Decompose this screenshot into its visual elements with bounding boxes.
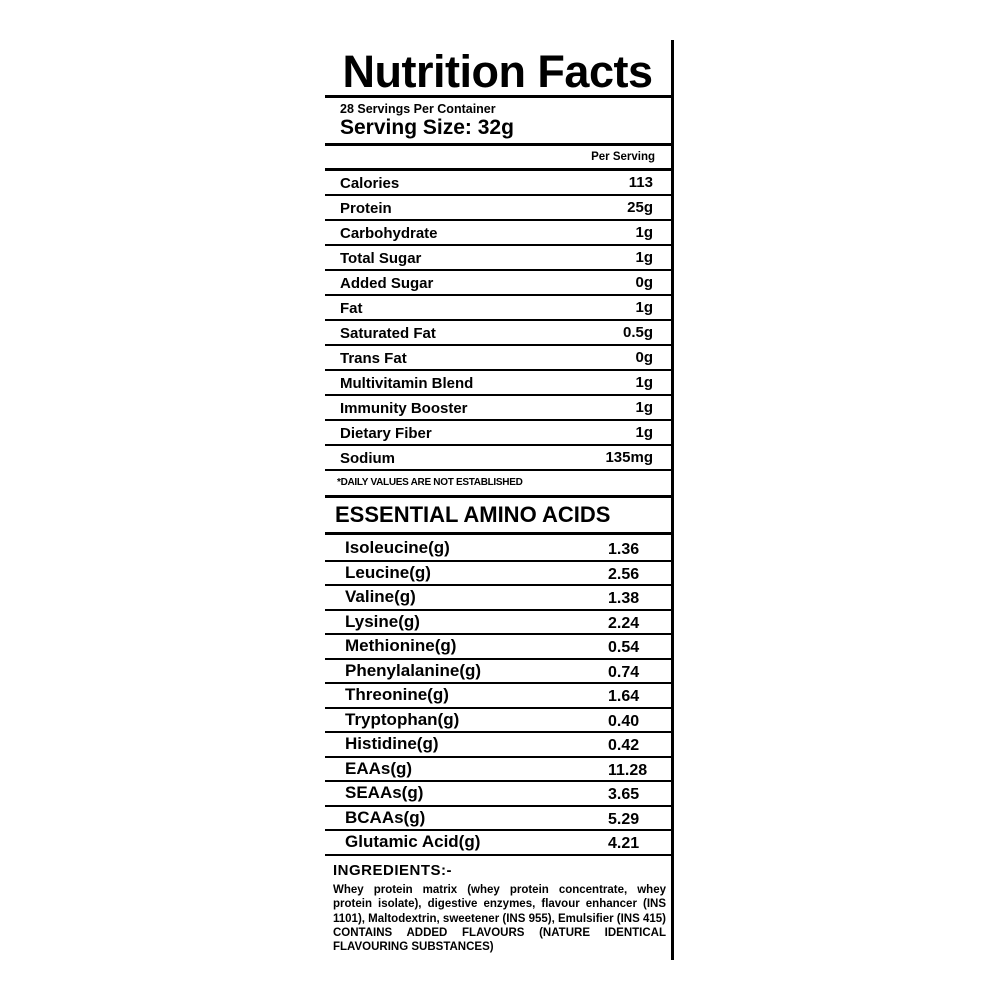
nutrient-label: Protein [340,200,392,217]
nutrient-label: Fat [340,300,363,317]
amino-acid-value: 4.21 [608,835,640,852]
nutrient-value: 1g [635,249,653,266]
nutrient-label: Multivitamin Blend [340,375,474,392]
divider [325,95,671,98]
nutrient-row: Saturated Fat 0.5g [325,321,671,346]
amino-acid-row: Leucine(g) 2.56 [325,562,671,586]
nutrient-row: Multivitamin Blend 1g [325,371,671,396]
nutrient-value: 1g [635,374,653,391]
nutrient-row: Total Sugar 1g [325,246,671,271]
amino-acid-label: Methionine(g) [345,636,457,655]
ingredients-title: INGREDIENTS:- [333,862,452,879]
amino-acid-label: Valine(g) [345,587,416,606]
amino-acid-label: Lysine(g) [345,611,420,631]
nutrient-label: Dietary Fiber [340,425,432,442]
nutrient-row: Sodium 135mg [325,446,671,471]
servings-per-container: 28 Servings Per Container [340,102,496,116]
amino-acid-value: 0.42 [608,737,640,754]
amino-acid-label: BCAAs(g) [345,807,426,827]
nutrient-value: 0g [635,274,653,291]
nutrient-label: Sodium [340,450,395,467]
amino-acid-value: 2.24 [608,614,640,632]
nutrient-label: Saturated Fat [340,325,436,342]
nutrient-value: 0.5g [622,324,653,341]
ingredients-text: Whey protein matrix (whey protein concen… [333,884,666,954]
amino-acid-row: Threonine(g) 1.64 [325,684,671,709]
nutrient-label: Calories [340,175,400,192]
amino-acid-row: Histidine(g) 0.42 [325,733,671,758]
nutrient-label: Carbohydrate [340,225,438,242]
amino-acid-row: BCAAs(g) 5.29 [325,807,671,831]
nutrition-label: Nutrition Facts 28 Servings Per Containe… [325,40,673,960]
footnote: *DAILY VALUES ARE NOT ESTABLISHED [337,477,523,488]
nutrient-label: Added Sugar [340,275,434,292]
divider [325,495,671,498]
nutrient-row: Immunity Booster 1g [325,396,671,421]
nutrient-row: Dietary Fiber 1g [325,421,671,446]
nutrient-value: 113 [628,174,653,191]
nutrient-label: Immunity Booster [340,400,468,417]
amino-acid-label: Phenylalanine(g) [345,660,482,680]
nutrient-value: 0g [635,349,653,366]
nutrient-row: Calories 113 [325,171,671,196]
nutrient-label: Total Sugar [340,250,422,267]
amino-acid-value: 5.29 [608,810,640,828]
amino-acid-label: SEAAs(g) [345,783,424,802]
divider [325,532,671,535]
amino-acid-label: Threonine(g) [345,685,449,704]
amino-acid-row: Valine(g) 1.38 [325,586,671,611]
amino-acid-row: Phenylalanine(g) 0.74 [325,660,671,684]
amino-acid-label: Histidine(g) [345,734,439,753]
amino-acid-label: Leucine(g) [345,562,431,582]
border-line [671,40,674,960]
divider [325,143,671,146]
amino-acid-row: SEAAs(g) 3.65 [325,782,671,807]
divider [325,168,671,171]
amino-acid-row: Tryptophan(g) 0.40 [325,709,671,733]
amino-acid-label: Isoleucine(g) [345,538,450,557]
label-title: Nutrition Facts [342,46,653,97]
nutrient-value: 1g [635,224,653,241]
amino-acid-value: 2.56 [608,565,640,583]
nutrient-row: Trans Fat 0g [325,346,671,371]
per-serving-header: Per Serving [591,151,655,163]
nutrient-row: Protein 25g [325,196,671,221]
nutrient-value: 1g [635,424,653,441]
nutrient-value: 25g [627,199,653,216]
amino-title: ESSENTIAL AMINO ACIDS [335,502,611,527]
amino-acid-row: Lysine(g) 2.24 [325,611,671,635]
amino-acid-value: 0.74 [608,663,640,681]
amino-acid-label: EAAs(g) [345,758,413,778]
amino-acid-value: 0.40 [608,712,640,730]
amino-acid-value: 11.28 [608,761,648,779]
nutrient-row: Carbohydrate 1g [325,221,671,246]
amino-acid-row: Isoleucine(g) 1.36 [325,537,671,562]
amino-acid-row: EAAs(g) 11.28 [325,758,671,782]
nutrient-row: Fat 1g [325,296,671,321]
nutrient-value: 1g [635,399,653,416]
amino-acid-value: 0.54 [608,639,640,656]
amino-acid-label: Glutamic Acid(g) [345,832,481,851]
amino-acid-value: 1.36 [608,541,640,558]
amino-acid-row: Methionine(g) 0.54 [325,635,671,660]
amino-acid-row: Glutamic Acid(g) 4.21 [325,831,671,856]
serving-size: Serving Size: 32g [340,116,514,139]
amino-acid-value: 1.64 [608,688,640,705]
nutrient-value: 1g [635,299,653,316]
nutrient-row: Added Sugar 0g [325,271,671,296]
amino-acid-value: 3.65 [608,786,640,803]
nutrient-value: 135mg [605,449,653,466]
amino-acid-label: Tryptophan(g) [345,709,460,729]
nutrient-label: Trans Fat [340,350,407,367]
amino-acid-value: 1.38 [608,590,640,607]
